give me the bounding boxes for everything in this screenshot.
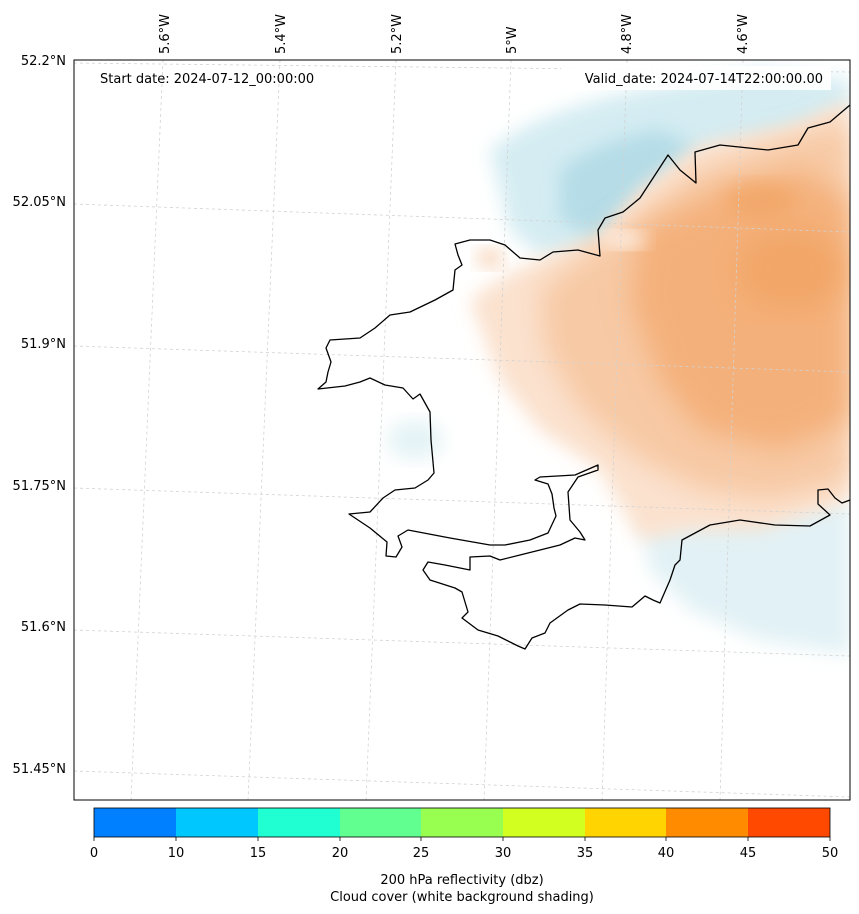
- colorbar-tick: 25: [413, 846, 430, 861]
- reflectivity-max: [735, 230, 845, 310]
- cloud-shading-north-core: [560, 130, 700, 240]
- lat-label: 51.45°N: [13, 762, 66, 777]
- lat-label: 51.9°N: [21, 337, 66, 352]
- map-frame: [73, 59, 851, 801]
- colorbar-seg: [94, 808, 176, 837]
- longitude-labels: 5.6°W 5.4°W 5.2°W 5°W 4.8°W 4.6°W: [158, 14, 751, 54]
- field-layer: [74, 60, 850, 800]
- valid-date-box: [561, 66, 831, 90]
- colorbar: 0 10 15 20 25 30 35 40 45 50 200 hPa ref…: [90, 807, 839, 905]
- lon-label: 4.8°W: [620, 14, 635, 54]
- coastline: [317, 104, 850, 650]
- lat-label: 52.05°N: [13, 195, 66, 210]
- colorbar-tick: 35: [577, 846, 594, 861]
- cloud-shading-west: [387, 420, 443, 460]
- lon-label: 5°W: [505, 26, 520, 54]
- colorbar-seg: [585, 808, 666, 837]
- colorbar-frame: [93, 807, 831, 838]
- colorbar-label: 200 hPa reflectivity (dbz): [380, 873, 543, 888]
- colorbar-tick: 15: [250, 846, 267, 861]
- colorbar-tick: 20: [332, 846, 349, 861]
- colorbar-tick: 0: [90, 846, 98, 861]
- cloud-shading-south: [640, 500, 850, 655]
- colorbar-seg: [748, 808, 830, 837]
- lon-label: 5.2°W: [390, 14, 405, 54]
- lon-label: 5.4°W: [274, 14, 289, 54]
- colorbar-tick: 50: [822, 846, 839, 861]
- colorbar-tick: 40: [658, 846, 675, 861]
- colorbar-seg: [421, 808, 503, 837]
- colorbar-seg: [340, 808, 421, 837]
- latitude-labels: 52.2°N 52.05°N 51.9°N 51.75°N 51.6°N 51.…: [13, 54, 66, 777]
- colorbar-tick: 10: [168, 846, 185, 861]
- lat-label: 51.6°N: [21, 620, 66, 635]
- lat-label: 51.75°N: [13, 479, 66, 494]
- colorbar-seg: [503, 808, 585, 837]
- lat-label: 52.2°N: [21, 54, 66, 69]
- reflectivity-max2: [725, 182, 795, 218]
- valid-date-label: Valid_date: 2024-07-14T22:00:00.00: [585, 72, 823, 87]
- colorbar-tick: 30: [495, 846, 512, 861]
- colorbar-seg: [258, 808, 340, 837]
- colorbar-tick: 45: [740, 846, 757, 861]
- lon-label: 5.6°W: [158, 14, 173, 54]
- lon-label: 4.6°W: [736, 14, 751, 54]
- colorbar-sublabel: Cloud cover (white background shading): [330, 890, 594, 905]
- colorbar-seg: [176, 808, 258, 837]
- reflectivity-gap: [603, 232, 647, 248]
- colorbar-seg: [666, 808, 748, 837]
- start-date-label: Start date: 2024-07-12_00:00:00: [100, 72, 314, 87]
- reflectivity-spot-west: [476, 248, 504, 268]
